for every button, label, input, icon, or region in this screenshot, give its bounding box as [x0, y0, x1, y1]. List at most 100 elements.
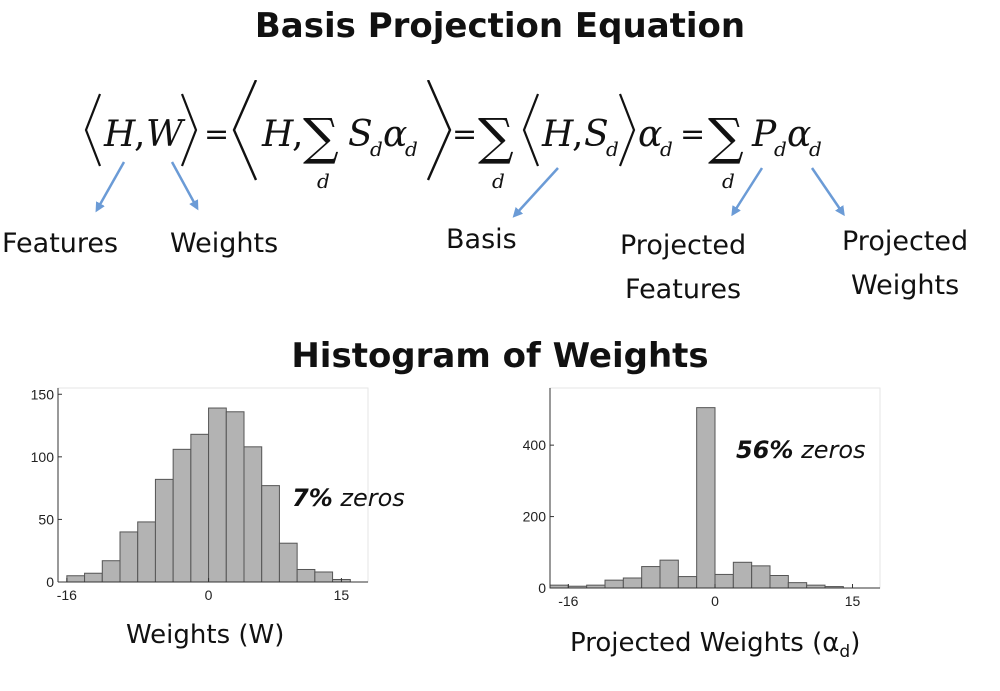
- arrow-projected-features: [731, 167, 764, 217]
- eq-sigma-index-1: d: [317, 169, 330, 193]
- annotation-projected-zeros: 56% zeros: [736, 436, 866, 464]
- annotation-projected-text: zeros: [801, 436, 866, 464]
- projected-bar: [641, 566, 661, 589]
- histogram-projected-weights-svg: 0 200 400 -16 0 15: [523, 387, 881, 609]
- weights-bar: [172, 448, 192, 583]
- angle-bracket-right-2: [426, 80, 452, 181]
- annotation-weights-text: zeros: [340, 484, 405, 512]
- weights-bar: [296, 568, 316, 583]
- eq-p: P: [751, 114, 777, 155]
- eq-sigma-index-3: d: [722, 169, 735, 193]
- weights-y-tick-label: 0: [46, 574, 54, 590]
- projected-bar: [732, 561, 753, 589]
- angle-bracket-right-1: [180, 93, 198, 167]
- eq-equals-3: =: [680, 117, 705, 152]
- eq-sigma-index-2: d: [492, 169, 505, 193]
- eq-s-sub-2: d: [606, 137, 619, 161]
- weights-y-tick-label: 50: [38, 511, 54, 527]
- xlabel-projected-weights: Projected Weights (αd): [570, 628, 860, 662]
- projected-x-tick-label: 15: [845, 593, 861, 609]
- eq-p-sub: d: [774, 137, 787, 161]
- weights-bar: [66, 575, 86, 583]
- annotation-projected-percent: 56%: [736, 436, 794, 464]
- arrow-features: [95, 161, 126, 213]
- angle-bracket-left-1: [84, 93, 102, 167]
- eq-alpha-sub-2: d: [660, 137, 673, 161]
- weights-y-tick-label: 150: [31, 386, 55, 402]
- weights-x-tick-label: -16: [57, 587, 77, 603]
- weights-bar: [225, 411, 245, 583]
- eq-equals-2: =: [452, 117, 477, 152]
- eq-s-2: S: [584, 114, 609, 155]
- projected-bar: [677, 576, 698, 589]
- eq-w: W: [146, 114, 186, 155]
- callout-arrows: [95, 161, 845, 218]
- annotation-weights-percent: 7%: [292, 484, 333, 512]
- angle-bracket-right-3: [618, 93, 636, 167]
- equation-title: Basis Projection Equation: [254, 6, 746, 46]
- weights-bar: [278, 542, 298, 583]
- eq-sigma-1: ∑: [303, 108, 339, 166]
- weights-x-tick-label: 0: [205, 587, 213, 603]
- weights-bar: [190, 433, 210, 583]
- eq-comma-3: ,: [572, 114, 583, 155]
- weights-bar: [208, 407, 227, 583]
- basis-projection-equation: H , W = H , ∑ d S d α d = ∑ d H , S d α …: [84, 80, 822, 193]
- eq-h-2: H: [261, 114, 294, 155]
- projected-y-tick-label: 400: [523, 437, 547, 453]
- xlabel-projected-close: ): [850, 628, 861, 658]
- arrow-weights: [170, 161, 199, 211]
- eq-s-1: S: [348, 114, 373, 155]
- weights-bar: [101, 560, 121, 583]
- label-projected-features-line1: Projected: [620, 230, 747, 261]
- label-weights: Weights: [170, 228, 279, 259]
- projected-bar: [787, 582, 808, 589]
- histogram-title: Histogram of Weights: [291, 336, 709, 376]
- weights-y-tick-label: 100: [31, 449, 55, 465]
- eq-alpha-sub-3: d: [809, 137, 822, 161]
- weights-bar: [314, 571, 334, 583]
- eq-alpha-2: α: [638, 114, 662, 155]
- projected-bar: [714, 573, 734, 589]
- weights-bar: [261, 485, 280, 583]
- eq-h-1: H: [103, 114, 136, 155]
- label-projected-features: Projected Features: [620, 224, 746, 312]
- projected-y-tick-label: 0: [538, 580, 546, 596]
- eq-comma-2: ,: [292, 114, 303, 155]
- projected-bar: [696, 407, 716, 589]
- eq-alpha-3: α: [787, 114, 811, 155]
- xlabel-weights: Weights (W): [126, 620, 285, 650]
- projected-bar: [769, 575, 789, 589]
- eq-s-sub-1: d: [370, 137, 383, 161]
- eq-h-3: H: [541, 114, 574, 155]
- label-projected-weights: Projected Weights: [842, 220, 968, 308]
- arrow-basis: [512, 167, 559, 218]
- xlabel-projected-main: Projected Weights (α: [570, 628, 840, 658]
- projected-y-tick-label: 200: [523, 509, 547, 525]
- projected-bar: [622, 577, 643, 589]
- histogram-weights: 0 50 100 150 -16 0 15: [20, 380, 370, 624]
- projected-bar: [659, 559, 679, 589]
- projected-bar: [604, 579, 624, 589]
- histogram-projected-weights: 0 200 400 -16 0 15: [510, 380, 890, 624]
- weights-bar: [137, 521, 156, 583]
- projected-x-tick-label: -16: [558, 593, 578, 609]
- label-projected-weights-line2: Weights: [851, 270, 960, 301]
- angle-bracket-left-3: [522, 93, 540, 167]
- label-projected-features-line2: Features: [625, 274, 742, 305]
- arrow-projected-weights: [810, 167, 845, 217]
- angle-bracket-left-2: [232, 80, 258, 181]
- label-basis: Basis: [446, 224, 517, 255]
- xlabel-projected-sub: d: [839, 642, 851, 663]
- weights-bar: [84, 572, 103, 583]
- eq-sigma-2: ∑: [478, 108, 514, 166]
- eq-alpha-1: α: [383, 114, 407, 155]
- annotation-weights-zeros: 7% zeros: [292, 484, 405, 512]
- weights-bar: [154, 478, 174, 583]
- projected-bar: [751, 565, 771, 589]
- label-projected-weights-line1: Projected: [842, 226, 969, 257]
- eq-equals-1: =: [204, 117, 229, 152]
- eq-alpha-sub-1: d: [405, 137, 418, 161]
- label-features: Features: [2, 228, 119, 259]
